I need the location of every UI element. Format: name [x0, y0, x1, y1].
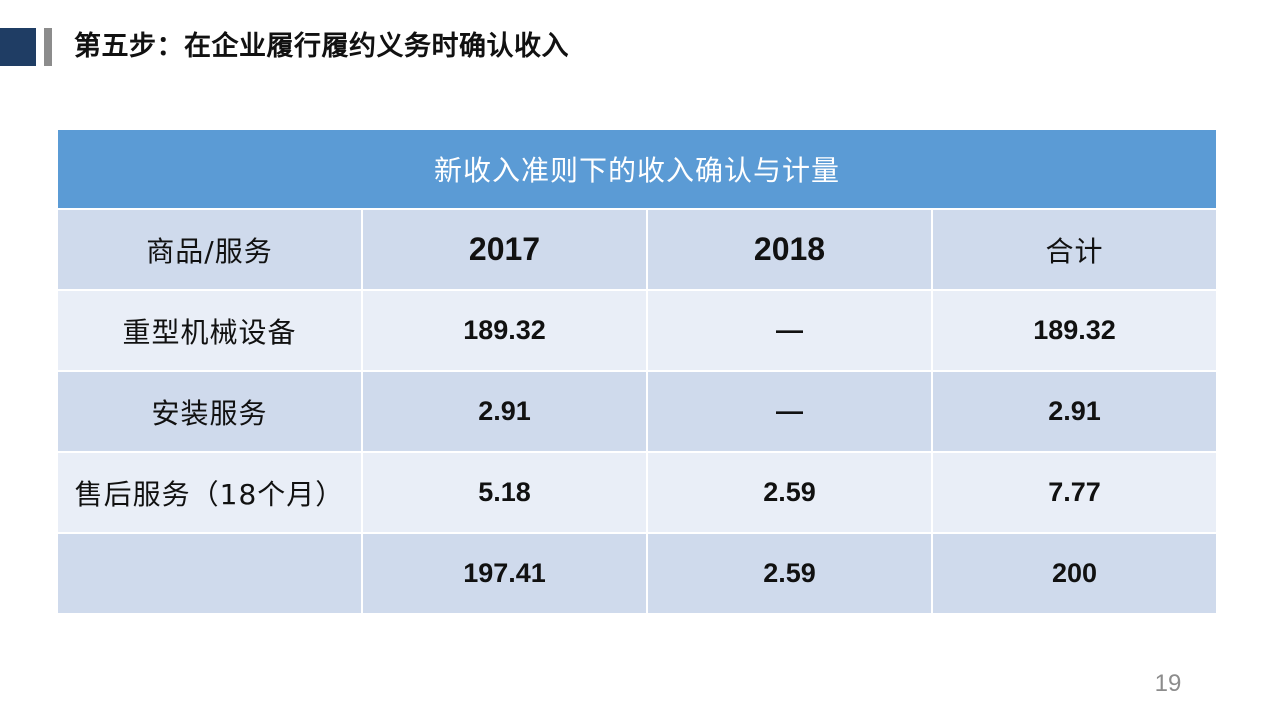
- column-header-2017: 2017: [361, 208, 648, 291]
- row-label: 安装服务: [56, 370, 363, 453]
- table-total-row: 197.41 2.59 200: [56, 532, 1219, 615]
- cell-2017: 197.41: [361, 532, 648, 615]
- cell-2018: —: [646, 370, 933, 453]
- table-caption: 新收入准则下的收入确认与计量: [55, 128, 1219, 210]
- table-header-row: 商品/服务 2017 2018 合计: [56, 208, 1219, 291]
- title-accent-bar: [0, 28, 36, 66]
- row-label: 售后服务（18个月）: [56, 451, 363, 534]
- table-row: 售后服务（18个月） 5.18 2.59 7.77: [56, 451, 1219, 534]
- cell-total: 7.77: [930, 451, 1219, 534]
- cell-total: 189.32: [930, 289, 1219, 372]
- row-label: [56, 532, 363, 615]
- cell-total: 2.91: [930, 370, 1219, 453]
- revenue-table: 新收入准则下的收入确认与计量 商品/服务 2017 2018 合计 重型机械设备…: [55, 128, 1219, 615]
- column-header-item: 商品/服务: [56, 208, 363, 291]
- column-header-total: 合计: [930, 208, 1219, 291]
- cell-2017: 189.32: [361, 289, 648, 372]
- table-row: 重型机械设备 189.32 — 189.32: [56, 289, 1219, 372]
- title-accent-stripe: [44, 28, 52, 66]
- table-caption-row: 新收入准则下的收入确认与计量: [55, 128, 1219, 210]
- cell-2017: 2.91: [361, 370, 648, 453]
- cell-2018: —: [646, 289, 933, 372]
- cell-total: 200: [930, 532, 1219, 615]
- column-header-2018: 2018: [646, 208, 933, 291]
- cell-2017: 5.18: [361, 451, 648, 534]
- page-number: 19: [1154, 670, 1182, 697]
- cell-2018: 2.59: [646, 451, 933, 534]
- cell-2018: 2.59: [646, 532, 933, 615]
- slide-title: 第五步：在企业履行履约义务时确认收入: [74, 31, 569, 62]
- row-label: 重型机械设备: [56, 289, 363, 372]
- table-row: 安装服务 2.91 — 2.91: [56, 370, 1219, 453]
